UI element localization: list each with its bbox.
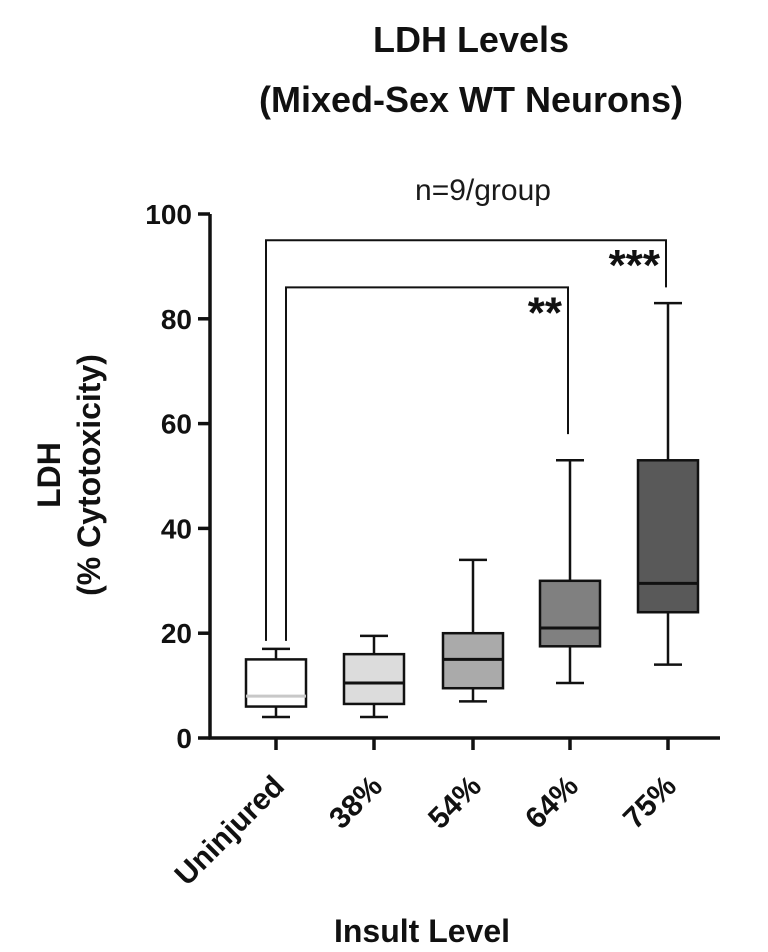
box-2 <box>342 634 406 719</box>
significance-label: *** <box>609 241 661 290</box>
box-4 <box>538 459 602 685</box>
x-tick-label: 38% <box>323 770 389 836</box>
box-3 <box>441 558 505 703</box>
x-tick-label: Uninjured <box>169 770 291 892</box>
x-tick-label: 54% <box>422 770 488 836</box>
iqr-box <box>342 652 406 706</box>
y-tick-label: 40 <box>161 513 192 544</box>
bracket-line <box>285 286 569 641</box>
y-tick-label: 0 <box>176 723 192 754</box>
box-1 <box>244 647 308 719</box>
significance-label: ** <box>528 288 563 337</box>
bracket-line <box>265 239 667 641</box>
box-5 <box>636 301 700 666</box>
chart-subtitle: n=9/group <box>415 174 551 207</box>
x-axis-title: Insult Level <box>334 913 510 949</box>
y-axis-title-line-1: LDH <box>31 442 67 508</box>
x-tick-label: 75% <box>617 770 683 836</box>
chart-title-line-2: (Mixed-Sex WT Neurons) <box>259 79 683 120</box>
significance-bracket-2: *** <box>265 239 667 641</box>
y-tick-label: 100 <box>145 199 192 230</box>
y-tick-label: 20 <box>161 618 192 649</box>
y-axis-title-line-2: (% Cytotoxicity) <box>71 354 107 596</box>
y-tick-label: 60 <box>161 409 192 440</box>
x-tick-label: 64% <box>519 770 585 836</box>
chart-title-line-1: LDH Levels <box>373 19 569 60</box>
iqr-box <box>538 579 602 648</box>
iqr-box <box>636 459 700 614</box>
y-tick-label: 80 <box>161 304 192 335</box>
y-axis-title: LDH (% Cytotoxicity) <box>31 354 107 596</box>
iqr-box <box>244 658 308 708</box>
significance-bracket-1: ** <box>285 286 569 641</box>
